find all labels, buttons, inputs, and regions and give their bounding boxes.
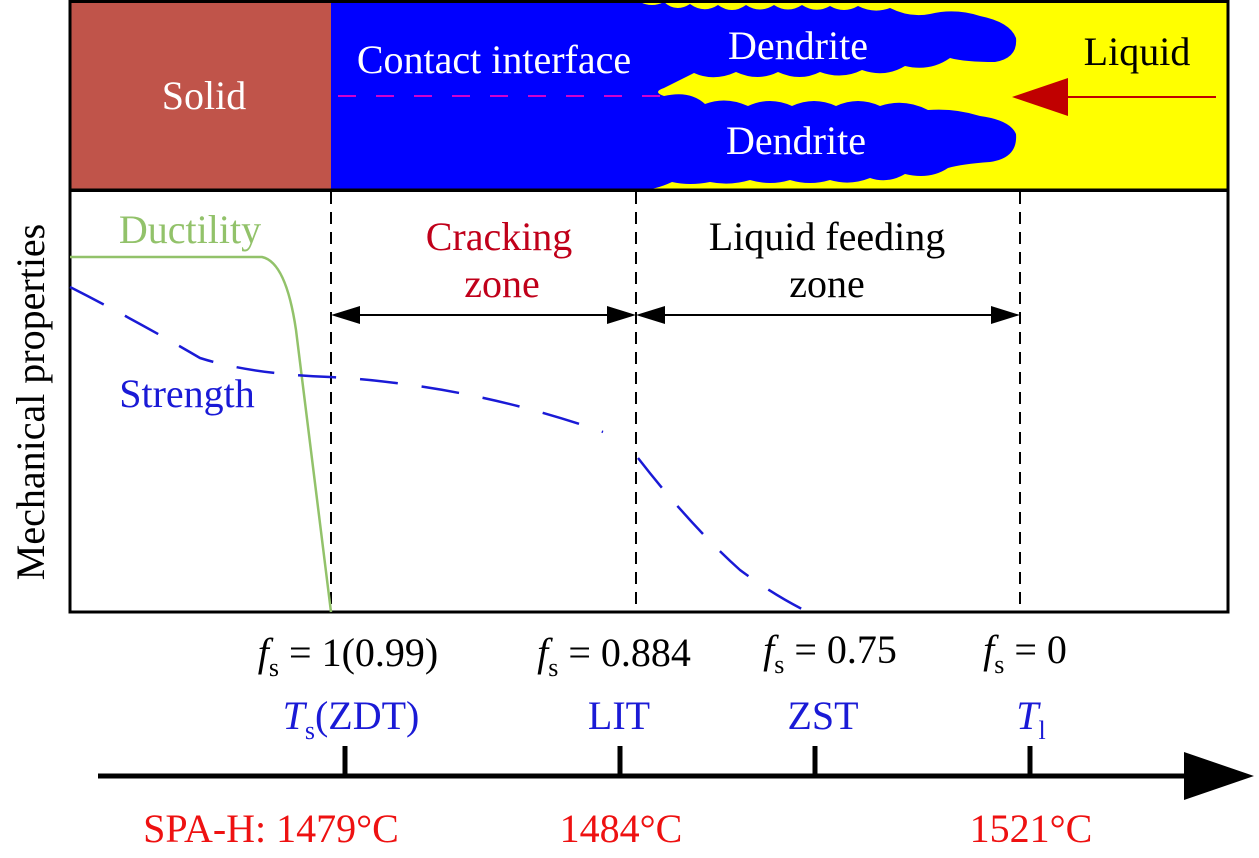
- ts-zdt-label: Ts(ZDT): [283, 693, 420, 745]
- tl-label: Tl: [1016, 693, 1045, 745]
- temperature-marker-labels: Ts(ZDT) LIT ZST Tl: [283, 693, 1046, 745]
- zst-label: ZST: [787, 693, 858, 738]
- cracking-zone-label-line2: zone: [464, 261, 540, 306]
- strength-label: Strength: [119, 371, 255, 416]
- solid-fraction-labels: fs = 1(0.99) fs = 0.884 fs = 0.75 fs = 0: [258, 627, 1067, 682]
- fraction-label-2: fs = 0.884: [537, 630, 691, 682]
- feeding-zone-label-line1: Liquid feeding: [709, 214, 946, 259]
- fraction-label-3: fs = 0.75: [763, 627, 897, 679]
- temperature-values: SPA-H: 1479°C 1484°C 1521°C: [143, 806, 1092, 851]
- lit-label: LIT: [588, 693, 650, 738]
- graph-area: Ductility Strength Cracking zone Liquid …: [8, 188, 1230, 614]
- ductility-curve: [70, 255, 333, 613]
- fraction-label-4: fs = 0: [983, 627, 1067, 679]
- cracking-arrow-left-head: [331, 306, 360, 324]
- temperature-1521: 1521°C: [970, 806, 1093, 851]
- y-axis-label: Mechanical properties: [8, 224, 53, 581]
- feeding-arrow-left-head: [636, 306, 665, 324]
- contact-interface-label: Contact interface: [357, 37, 631, 82]
- cracking-arrow-right-head: [607, 306, 636, 324]
- temperature-1479: SPA-H: 1479°C: [143, 806, 399, 851]
- interface-region: [330, 2, 1017, 190]
- liquid-arrow-head: [1012, 78, 1068, 116]
- temperature-axis: [98, 746, 1254, 800]
- strength-curve-upper: [69, 285, 604, 434]
- ductility-label: Ductility: [119, 207, 261, 252]
- feeding-arrow-right-head: [991, 306, 1020, 324]
- solid-region: [70, 2, 331, 190]
- graph-border: [68, 188, 1230, 614]
- temperature-1484: 1484°C: [560, 806, 683, 851]
- fraction-label-1: fs = 1(0.99): [258, 630, 438, 682]
- axis-arrow-head: [1184, 752, 1254, 800]
- top-band: Solid Contact interface Dendrite Dendrit…: [68, 0, 1230, 192]
- feeding-zone-label-line2: zone: [789, 261, 865, 306]
- dendrite-lower-label: Dendrite: [726, 118, 866, 163]
- liquid-label: Liquid: [1084, 29, 1191, 74]
- cracking-zone-label-line1: Cracking: [426, 214, 573, 259]
- strength-curve-lower: [637, 457, 809, 614]
- solid-label: Solid: [162, 73, 246, 118]
- dendrite-upper-label: Dendrite: [728, 23, 868, 68]
